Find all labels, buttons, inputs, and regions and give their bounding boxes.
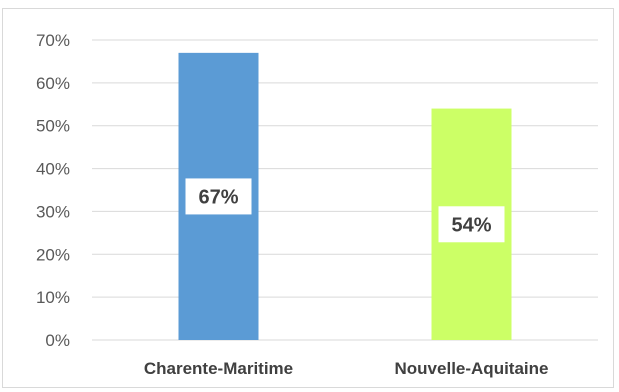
y-tick-label: 20% xyxy=(36,245,70,264)
x-category-label: Charente-Maritime xyxy=(144,359,293,378)
y-tick-label: 50% xyxy=(36,117,70,136)
data-label-box xyxy=(185,178,252,215)
y-tick-label: 70% xyxy=(36,31,70,50)
y-tick-label: 0% xyxy=(45,331,70,350)
y-tick-label: 40% xyxy=(36,160,70,179)
data-label: 54% xyxy=(451,214,491,236)
chart-frame xyxy=(2,8,614,388)
x-category-label: Nouvelle-Aquitaine xyxy=(395,359,549,378)
data-label-box xyxy=(438,206,505,243)
y-tick-label: 30% xyxy=(36,202,70,221)
data-label: 67% xyxy=(198,186,238,208)
y-tick-label: 60% xyxy=(36,74,70,93)
y-tick-label: 10% xyxy=(36,288,70,307)
